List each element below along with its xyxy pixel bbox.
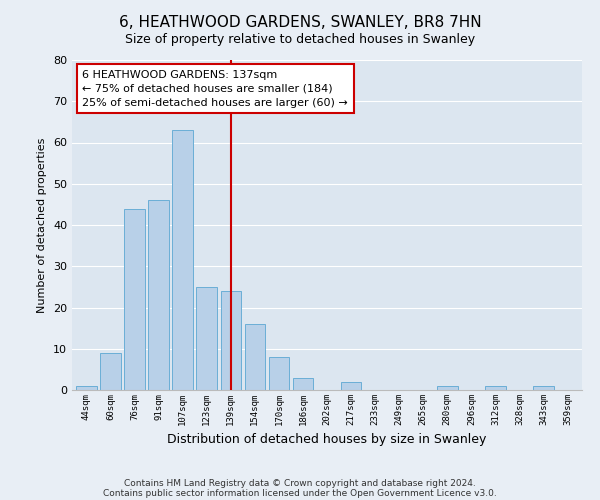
Text: Size of property relative to detached houses in Swanley: Size of property relative to detached ho… bbox=[125, 32, 475, 46]
Bar bbox=[148, 200, 169, 390]
Text: 6, HEATHWOOD GARDENS, SWANLEY, BR8 7HN: 6, HEATHWOOD GARDENS, SWANLEY, BR8 7HN bbox=[119, 15, 481, 30]
X-axis label: Distribution of detached houses by size in Swanley: Distribution of detached houses by size … bbox=[167, 434, 487, 446]
Bar bbox=[437, 386, 458, 390]
Text: Contains public sector information licensed under the Open Government Licence v3: Contains public sector information licen… bbox=[103, 488, 497, 498]
Bar bbox=[172, 130, 193, 390]
Y-axis label: Number of detached properties: Number of detached properties bbox=[37, 138, 47, 312]
Bar bbox=[245, 324, 265, 390]
Bar bbox=[269, 357, 289, 390]
Bar bbox=[533, 386, 554, 390]
Bar bbox=[293, 378, 313, 390]
Bar bbox=[196, 287, 217, 390]
Bar bbox=[221, 291, 241, 390]
Text: Contains HM Land Registry data © Crown copyright and database right 2024.: Contains HM Land Registry data © Crown c… bbox=[124, 478, 476, 488]
Bar bbox=[100, 353, 121, 390]
Bar bbox=[76, 386, 97, 390]
Bar bbox=[124, 208, 145, 390]
Bar bbox=[485, 386, 506, 390]
Text: 6 HEATHWOOD GARDENS: 137sqm
← 75% of detached houses are smaller (184)
25% of se: 6 HEATHWOOD GARDENS: 137sqm ← 75% of det… bbox=[82, 70, 348, 108]
Bar bbox=[341, 382, 361, 390]
